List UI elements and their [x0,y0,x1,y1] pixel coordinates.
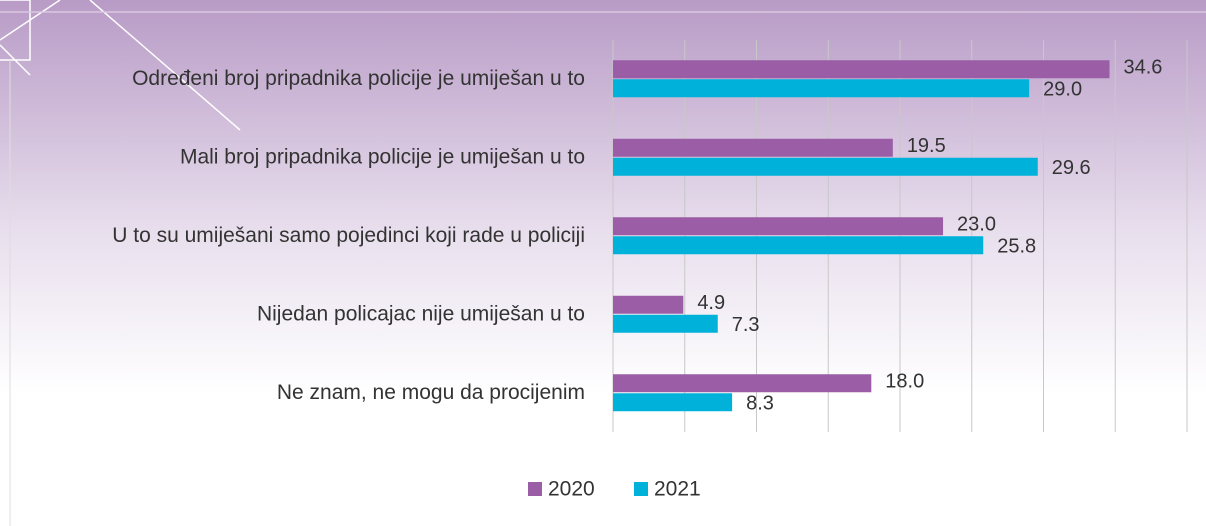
category-label: U to su umiješani samo pojedinci koji ra… [112,224,585,247]
bar [613,314,718,333]
category-label: Određeni broj pripadnika policije je umi… [132,67,585,90]
value-label: 29.0 [1043,79,1082,101]
bar [613,217,944,236]
value-label: 29.6 [1052,157,1091,179]
category-label: Ne znam, ne mogu da procijenim [277,381,585,404]
bar [613,295,684,314]
value-label: 4.9 [697,292,725,314]
bar [613,79,1030,98]
bar [613,393,733,412]
bar [613,60,1110,79]
value-label: 25.8 [997,236,1036,258]
value-label: 19.5 [907,135,946,157]
bar [613,157,1038,176]
category-label: Nijedan policajac nije umiješan u to [257,302,585,325]
bar [613,138,893,157]
bar [613,236,984,255]
legend-label: 2020 [548,478,595,501]
legend-label: 2021 [654,478,701,501]
legend-swatch [634,482,648,496]
decoration [0,0,1206,131]
bar [613,374,872,393]
value-label: 23.0 [957,214,996,236]
value-label: 18.0 [885,371,924,393]
legend-swatch [528,482,542,496]
value-label: 34.6 [1124,57,1163,79]
value-label: 7.3 [732,314,760,336]
category-label: Mali broj pripadnika policije je umiješa… [180,145,585,168]
value-label: 8.3 [746,393,774,415]
